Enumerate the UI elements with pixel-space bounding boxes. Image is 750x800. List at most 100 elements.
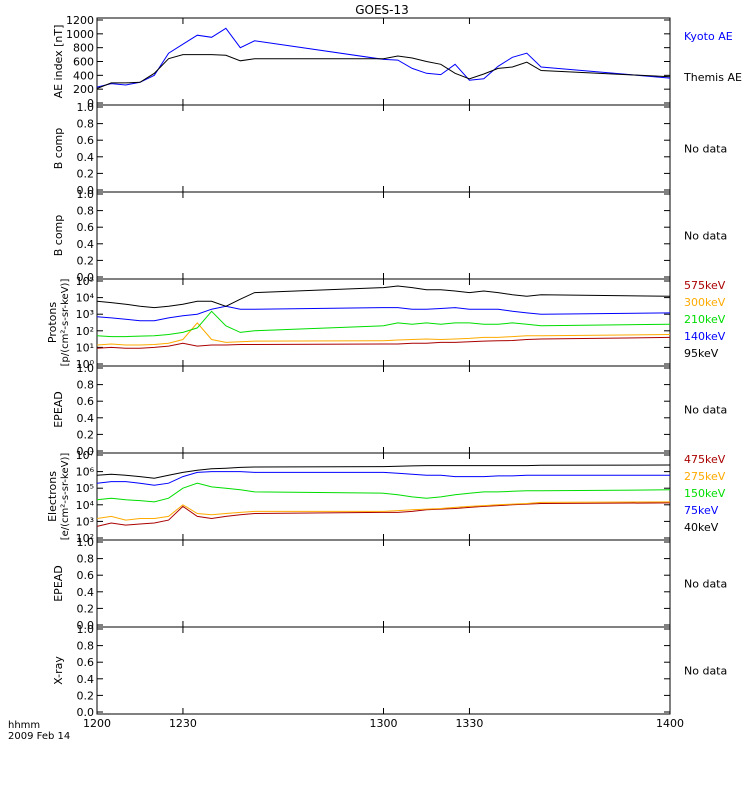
legend-label: 575keV	[684, 279, 726, 292]
y-tick-label: 10⁵	[76, 482, 94, 495]
x-tick-label: 1330	[455, 717, 483, 730]
legend-label: 40keV	[684, 521, 719, 534]
panel-frame	[96, 191, 671, 280]
x-tick-label: 1200	[83, 717, 111, 730]
series-line-150kev	[96, 482, 671, 503]
series-line-575kev	[96, 336, 671, 349]
y-tick-label: 0	[87, 97, 94, 110]
y-tick-label: 0.2	[77, 167, 95, 180]
y-tick-label: 0.8	[77, 379, 95, 392]
y-tick-label: 10⁶	[76, 466, 95, 479]
y-tick-label: 0.4	[77, 238, 95, 251]
panel-2: 0.0 0.2 0.4 0.6 0.8 1.0 B comp No data	[52, 188, 727, 284]
y-tick-label: 200	[73, 83, 94, 96]
no-data-label: No data	[684, 143, 727, 156]
y-tick-label: 0.2	[77, 689, 95, 702]
series-line-75kev	[96, 471, 670, 486]
no-data-label: No data	[684, 230, 727, 243]
y-tick-label: 1200	[66, 14, 94, 27]
panel-6: 0.0 0.2 0.4 0.6 0.8 1.0 EPEAD No data	[52, 536, 727, 632]
y-tick-label: 0.0	[77, 619, 95, 632]
y-axis-label: EPEAD	[52, 565, 65, 602]
y-tick-label: 0.0	[77, 706, 95, 719]
x-tick-label: 1230	[169, 717, 197, 730]
series-line-300kev	[96, 322, 671, 346]
y-tick-label: 0.0	[77, 184, 95, 197]
y-axis-unit-label: [e/(cm²-s-sr-keV)]	[60, 453, 71, 541]
y-tick-label: 10⁵	[76, 275, 94, 288]
y-tick-label: 0.6	[77, 134, 95, 147]
series-line-140kev	[96, 305, 671, 322]
plot-title: GOES-13	[355, 3, 409, 17]
panel-frame	[96, 626, 671, 715]
y-tick-label: 0.8	[77, 205, 95, 218]
legend-label: 475keV	[684, 453, 726, 466]
series-line-40kev	[96, 464, 671, 479]
y-tick-label: 800	[73, 42, 94, 55]
series-line-95kev	[96, 285, 671, 309]
panel-frame	[96, 539, 671, 628]
series-line-kyoto-ae	[96, 27, 671, 88]
y-tick-label: 1.0	[77, 101, 95, 114]
y-tick-label: 0.6	[77, 395, 95, 408]
y-axis-label: AE index [nT]	[52, 25, 65, 99]
legend-label: 75keV	[684, 504, 719, 517]
series-line-themis-ae	[96, 54, 671, 89]
y-tick-label: 10¹	[76, 341, 94, 354]
legend-label: 140keV	[684, 330, 726, 343]
series-line-275kev	[96, 501, 671, 521]
y-tick-label: 10⁴	[76, 292, 95, 305]
legend-label: 275keV	[684, 470, 726, 483]
y-tick-label: 0.8	[77, 640, 95, 653]
legend-label: 150keV	[684, 487, 726, 500]
x-tick-label: 1400	[656, 717, 684, 730]
y-tick-label: 0.6	[77, 569, 95, 582]
y-axis-label: B comp	[52, 128, 65, 170]
legend-label: 300keV	[684, 296, 726, 309]
y-tick-label: 0.8	[77, 118, 95, 131]
y-tick-label: 0.2	[77, 602, 95, 615]
panel-frame	[96, 17, 671, 106]
y-tick-label: 10³	[76, 515, 94, 528]
x-tick-label: 1300	[370, 717, 398, 730]
y-tick-label: 10³	[76, 308, 94, 321]
series-line-210kev	[96, 310, 671, 338]
panel-1: 0.0 0.2 0.4 0.6 0.8 1.0 B comp No data	[52, 101, 727, 197]
y-tick-label: 10²	[76, 532, 94, 545]
panel-frame	[96, 278, 671, 367]
legend-label: Kyoto AE	[684, 30, 733, 43]
y-tick-label: 600	[73, 56, 94, 69]
y-tick-label: 1000	[66, 28, 94, 41]
y-tick-label: 0.8	[77, 553, 95, 566]
y-tick-label: 10⁷	[76, 449, 94, 462]
panel-5: 10² 10³ 10⁴ 10⁵ 10⁶ 10⁷ Electrons [e/(cm²-s-sr-…	[46, 449, 726, 545]
y-tick-label: 0.2	[77, 428, 95, 441]
y-tick-label: 0.6	[77, 656, 95, 669]
y-tick-label: 0.4	[77, 151, 95, 164]
y-tick-label: 1.0	[77, 623, 95, 636]
y-axis-label: Electrons	[46, 471, 59, 522]
panel-3: 10⁰ 10¹ 10² 10³ 10⁴ 10⁵ Protons [p/(cm²-s-sr-ke…	[46, 275, 726, 371]
no-data-label: No data	[684, 404, 727, 417]
legend-label: 210keV	[684, 313, 726, 326]
no-data-label: No data	[684, 665, 727, 678]
panel-frame	[96, 104, 671, 193]
y-axis-label: Protons	[46, 302, 59, 343]
y-axis-label: B comp	[52, 215, 65, 257]
panel-frame	[96, 452, 671, 541]
y-tick-label: 400	[73, 69, 94, 82]
no-data-label: No data	[684, 578, 727, 591]
y-tick-label: 0.0	[77, 271, 95, 284]
panel-4: 0.0 0.2 0.4 0.6 0.8 1.0 EPEAD No data	[52, 362, 727, 458]
y-axis-unit-label: [p/(cm²-s-sr-keV)]	[60, 279, 71, 367]
y-axis-label: X-ray	[52, 656, 65, 685]
y-axis-label: EPEAD	[52, 391, 65, 428]
x-axis-labels: 1200 1230 1300 1330 1400	[83, 717, 684, 730]
y-tick-label: 10⁴	[76, 499, 95, 512]
y-tick-label: 0.4	[77, 412, 95, 425]
y-tick-label: 0.4	[77, 586, 95, 599]
legend-label: 95keV	[684, 347, 719, 360]
y-tick-label: 1.0	[77, 362, 95, 375]
